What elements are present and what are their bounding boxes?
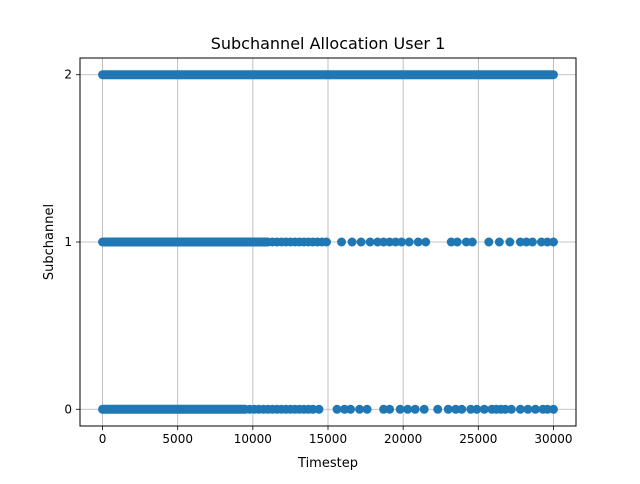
data-point [467,237,477,247]
x-tick-label: 10000 [234,432,272,446]
data-point [356,237,366,247]
data-point [332,404,342,414]
data-point [457,404,467,414]
data-point [479,404,489,414]
data-point [337,237,347,247]
marker-run [98,404,250,414]
data-point [484,237,494,247]
x-tick-label: 5000 [162,432,193,446]
x-tick-label: 20000 [384,432,422,446]
data-point [397,237,407,247]
data-point [506,404,516,414]
data-point [527,237,537,247]
data-point [515,404,525,414]
data-point [413,237,423,247]
data-point [494,237,504,247]
data-point [410,404,420,414]
data-point [505,237,515,247]
data-point [347,237,357,247]
data-point [365,237,375,247]
data-point [523,404,533,414]
data-point [355,404,365,414]
data-point [530,404,540,414]
y-axis-ticks: 0 1 2 [64,68,80,416]
data-point [452,237,462,247]
x-tick-label: 15000 [309,432,347,446]
data-point [385,404,395,414]
y-axis-label: Subchannel [42,204,57,280]
x-tick-label: 25000 [459,432,497,446]
data-point [443,404,453,414]
x-tick-label: 30000 [534,432,572,446]
data-point [548,237,558,247]
data-point [403,404,413,414]
x-tick-label: 0 [99,432,107,446]
x-axis-label: Timestep [297,456,358,471]
data-point [472,404,482,414]
y-tick-label: 1 [64,235,72,249]
data-point [346,404,356,414]
y-tick-label: 2 [64,68,72,82]
data-point [548,404,558,414]
data-point [314,404,324,414]
data-point [395,404,405,414]
x-axis-ticks: 0 5000 10000 15000 20000 25000 30000 [99,426,573,446]
data-point [321,237,331,247]
data-point [362,404,372,414]
chart-title: Subchannel Allocation User 1 [211,34,446,53]
y-tick-label: 0 [64,402,72,416]
marker-run [98,237,273,247]
data-point [404,237,414,247]
data-point [433,404,443,414]
data-markers [98,70,558,414]
data-point [419,404,429,414]
data-point [421,237,431,247]
marker-run [98,70,558,80]
